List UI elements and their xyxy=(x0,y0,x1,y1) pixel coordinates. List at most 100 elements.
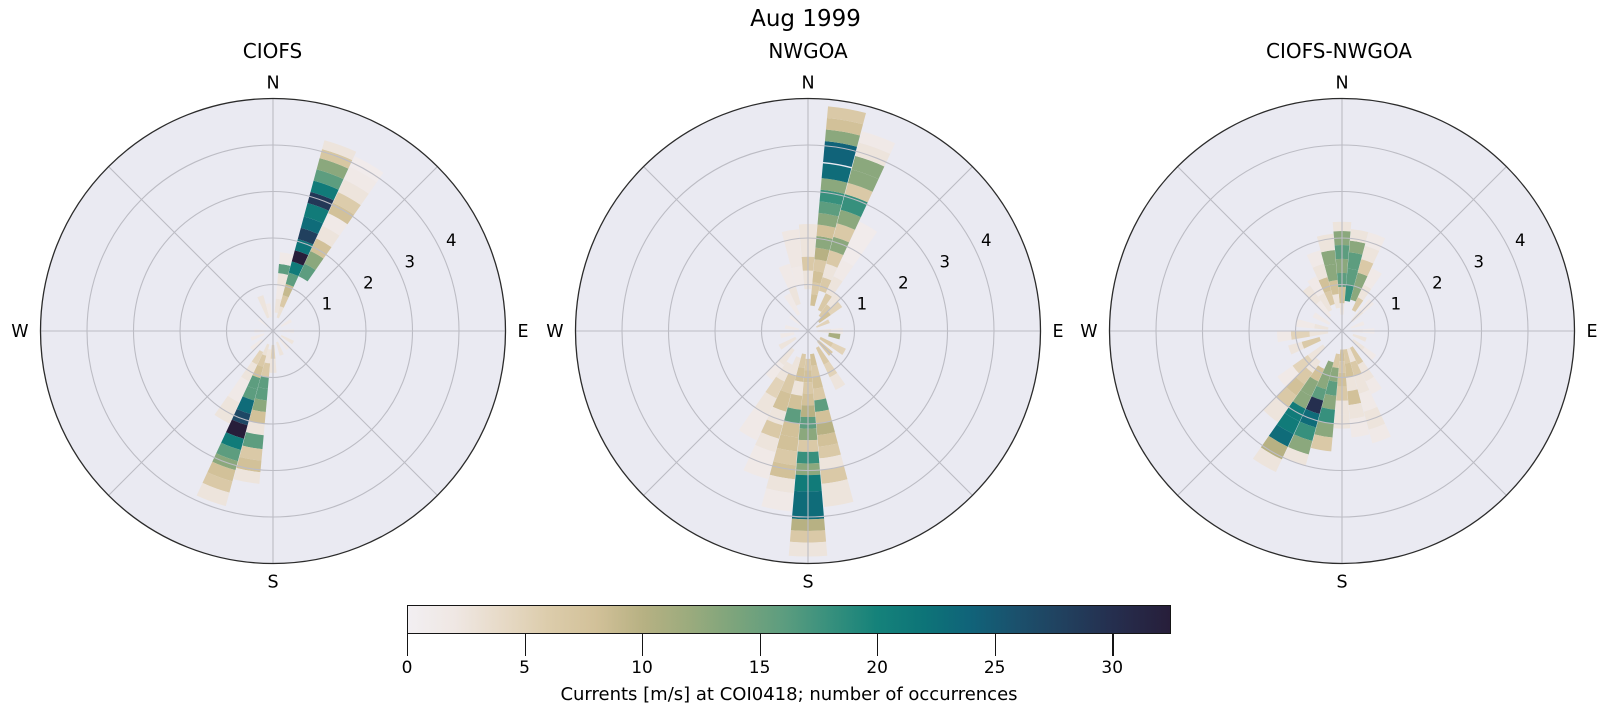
rose-petal-cell xyxy=(316,158,348,180)
rose-petal-cell xyxy=(825,276,843,297)
rose-petal-cell xyxy=(817,432,838,447)
rose-petal-cell xyxy=(819,189,845,206)
rose-petal-cell xyxy=(206,461,235,482)
rose-petal-cell xyxy=(829,236,850,256)
rose-petal-cell xyxy=(315,225,340,248)
rose-petal-cell xyxy=(256,354,266,367)
rose-petal-cell xyxy=(1363,267,1382,290)
rose-petal-cell xyxy=(303,203,329,224)
rose-petal-cell xyxy=(819,454,844,470)
rose-petal-cell xyxy=(265,303,272,318)
rose-petal-cell xyxy=(827,106,866,125)
rose-petal-cell xyxy=(761,419,783,439)
rose-petal-cell xyxy=(1260,435,1288,460)
rose-petal-cell xyxy=(276,273,288,287)
rose-petal-cell xyxy=(196,482,229,507)
rose-petal-cell xyxy=(1312,263,1328,281)
rose-petal-cell xyxy=(1347,252,1363,271)
radial-tick-label: 1 xyxy=(1391,295,1402,314)
rose-petal-cell xyxy=(1310,365,1325,382)
rose-petal-cell xyxy=(239,445,262,461)
colorbar-tick-label: 30 xyxy=(1101,658,1124,678)
rose-petal-cell xyxy=(1276,412,1300,435)
colorbar-tick-label: 15 xyxy=(748,658,771,678)
polar-axes-rim xyxy=(1108,97,1576,565)
rose-petal-cell xyxy=(765,360,784,381)
rose-petal-cell xyxy=(817,293,832,312)
rose-petal-cell xyxy=(245,420,265,436)
rose-petal-cell xyxy=(261,343,269,356)
grid-spoke xyxy=(272,330,438,496)
rose-petal-cell xyxy=(780,332,795,339)
rose-petal-cell xyxy=(319,149,352,169)
radial-tick-label: 1 xyxy=(857,295,868,314)
rose-petal-cell xyxy=(1276,331,1292,343)
rose-petal-cell xyxy=(1346,347,1356,363)
rose-petal-cell xyxy=(220,432,244,450)
cardinal-label-south: S xyxy=(1336,573,1347,593)
rose-petal-cell xyxy=(1295,319,1316,329)
cardinal-label-east: E xyxy=(1587,322,1598,342)
rose-petal-cell xyxy=(231,409,251,426)
rose-petal-cell xyxy=(812,270,824,284)
rose-petal-cell xyxy=(816,224,836,239)
rose-petal-cell xyxy=(251,350,263,365)
grid-spoke xyxy=(807,166,973,332)
rose-petal-cell xyxy=(291,250,308,266)
polar-rose-nwgoa: 1 2 3 4 N E S W xyxy=(546,74,1063,593)
rose-petal-cell xyxy=(227,376,249,403)
cardinal-label-north: N xyxy=(266,74,279,94)
rose-petal-cell xyxy=(773,447,798,466)
rose-petal-cell xyxy=(815,409,832,424)
radial-tick-label: 2 xyxy=(363,273,374,292)
rose-petal-cell xyxy=(826,292,841,308)
rose-petal-cell xyxy=(1350,286,1362,302)
rose-petal-cell xyxy=(1292,355,1313,374)
rose-petal-cell xyxy=(300,216,323,234)
rose-petal-cell xyxy=(1354,272,1368,289)
rose-petal-cell xyxy=(1365,376,1382,395)
radial-tick-label: 3 xyxy=(1474,252,1485,271)
rose-petal-cell xyxy=(817,212,839,228)
rose-petal-cell xyxy=(1306,250,1324,268)
rose-petal-cell xyxy=(1350,360,1362,376)
rose-petal-cell xyxy=(257,317,268,327)
rose-petal-cell xyxy=(1318,407,1335,424)
rose-petal-cell xyxy=(282,283,294,298)
rose-petal-cell xyxy=(811,364,820,378)
rose-petal-cell xyxy=(1349,346,1364,365)
rose-petal-cell xyxy=(828,332,841,340)
rose-petal-cell xyxy=(810,293,818,307)
colorbar-label: Currents [m/s] at COI0418; number of occ… xyxy=(560,684,1018,705)
radial-tick-label: 2 xyxy=(898,273,909,292)
rose-petal-cell xyxy=(264,348,271,364)
rose-petal-cell xyxy=(327,202,354,225)
colorbar-gradient xyxy=(407,605,1171,634)
rose-petal-cell xyxy=(1332,293,1340,309)
rose-petal-cell xyxy=(824,129,861,147)
rose-petal-cell xyxy=(1302,285,1321,305)
rose-petal-cell xyxy=(813,259,827,273)
rose-petal-cell xyxy=(1344,284,1354,302)
rose-petal-cell xyxy=(1316,373,1330,390)
cardinal-label-west: W xyxy=(1080,322,1097,342)
rose-petal-cell xyxy=(1315,300,1332,318)
rose-petal-cell xyxy=(1310,434,1333,452)
grid-spoke xyxy=(1341,166,1507,332)
rose-petal-cell xyxy=(1328,366,1339,382)
rose-petal-cell xyxy=(833,259,854,282)
rose-petal-cell xyxy=(840,194,868,218)
rose-petal-cell xyxy=(791,380,804,396)
grid-spoke xyxy=(1341,330,1507,496)
rose-petal-cell xyxy=(769,461,797,480)
rose-petal-cell xyxy=(738,407,769,441)
rose-petal-cell xyxy=(1301,337,1321,349)
rose-petal-cell xyxy=(1350,321,1365,329)
rose-petal-cell xyxy=(787,393,803,410)
rose-petal-cell xyxy=(279,295,289,308)
cardinal-label-south: S xyxy=(802,573,813,593)
rose-petal-cell xyxy=(202,472,232,493)
rose-petal-cell xyxy=(827,301,843,315)
rose-petal-cell xyxy=(1292,390,1312,409)
